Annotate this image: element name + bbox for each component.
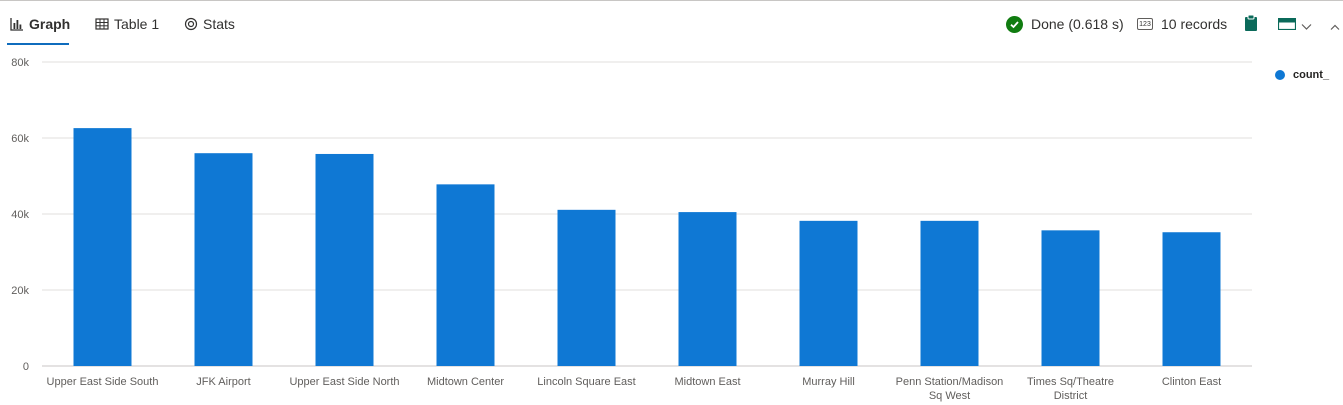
table-icon [95,17,109,31]
bar[interactable] [1041,230,1100,366]
x-tick-label: Lincoln Square East [537,376,635,388]
bar[interactable] [799,220,858,366]
bar[interactable] [315,153,374,366]
active-tab-indicator [7,43,69,45]
done-status-text: Done (0.618 s) [1031,16,1124,32]
layout-icon[interactable] [1277,17,1297,35]
y-tick-label: 0 [23,361,29,373]
bar[interactable] [194,153,253,366]
x-tick-label: Upper East Side South [47,376,159,388]
bar[interactable] [436,184,495,366]
x-tick-label: Clinton East [1162,376,1221,388]
chevron-down-icon[interactable] [1301,18,1312,36]
legend-label: count_ [1293,69,1330,81]
record-count-text: 10 records [1161,16,1228,32]
tab-stats[interactable]: Stats [184,14,235,34]
bar[interactable] [557,209,616,366]
y-tick-label: 20k [11,285,29,297]
bar[interactable] [920,220,979,366]
record-count: 123 10 records [1137,13,1227,35]
top-border [0,0,1343,1]
tab-graph[interactable]: Graph [10,14,70,34]
x-tick-label: Murray Hill [802,376,855,388]
tab-graph-label: Graph [29,16,71,32]
stats-icon [184,17,198,31]
x-tick-label: Upper East Side North [289,376,399,388]
bar-chart-icon [10,17,24,31]
bar[interactable] [678,212,737,366]
tab-table-1[interactable]: Table 1 [95,14,159,34]
x-tick-label: Times Sq/Theatre District [1027,376,1114,402]
result-tabs: Graph Table 1 Stats [0,0,1343,46]
bar[interactable] [1162,232,1221,366]
x-tick-label: Penn Station/Madison Sq West [896,376,1004,402]
x-tick-label: JFK Airport [196,376,250,388]
tab-stats-label: Stats [203,16,235,32]
query-status: Done (0.618 s) [1006,13,1124,35]
x-tick-label: Midtown Center [427,376,504,388]
y-tick-label: 60k [11,133,29,145]
tab-table-1-label: Table 1 [114,16,160,32]
x-tick-label: Midtown East [674,376,740,388]
bar[interactable] [73,128,132,366]
clipboard-icon[interactable] [1244,14,1258,37]
checkmark-icon [1006,15,1023,33]
chart-legend[interactable]: count_ [1275,69,1329,81]
legend-dot [1275,70,1285,80]
y-tick-label: 40k [11,209,29,221]
y-tick-label: 80k [11,57,29,69]
chevron-up-icon[interactable] [1330,18,1340,36]
records-icon: 123 [1137,18,1153,30]
